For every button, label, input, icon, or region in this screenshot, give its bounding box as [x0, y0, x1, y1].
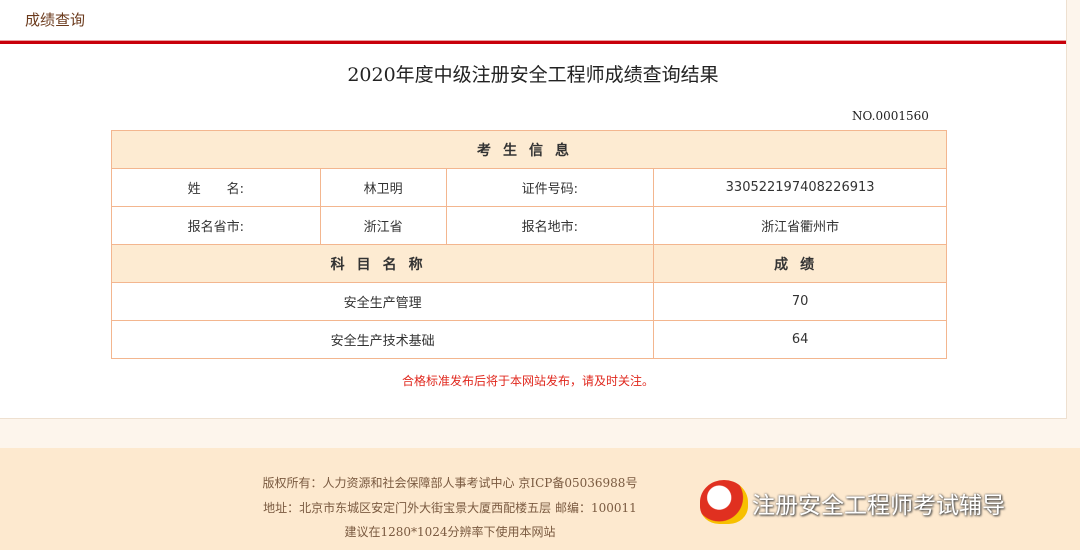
- table-row: 报名省市: 浙江省 报名地市: 浙江省衢州市: [111, 206, 947, 245]
- table-row: 安全生产管理 70: [110, 282, 947, 321]
- notice-text: 合格标准发布后将于本网站发布，请及时关注。: [401, 374, 654, 388]
- footer-copyright: 版权所有：人力资源和社会保障部人事考试中心 京ICP备05036988号: [262, 476, 638, 490]
- name-value: 林卫明: [319, 168, 447, 207]
- city-value: 浙江省衢州市: [653, 206, 947, 245]
- page-header-title: 成绩查询: [25, 11, 86, 29]
- province-label: 报名省市:: [111, 206, 321, 245]
- info-heading: 考生信息: [111, 130, 947, 169]
- score-table: 考生信息 姓 名: 林卫明 证件号码: 330522197408226913 报…: [110, 130, 947, 359]
- footer: 版权所有：人力资源和社会保障部人事考试中心 京ICP备05036988号 地址：…: [0, 448, 1080, 550]
- id-label: 证件号码:: [445, 168, 655, 207]
- table-row: 安全生产技术基础 64: [110, 320, 947, 359]
- header-divider: [0, 40, 1066, 44]
- subject-cell: 安全生产技术基础: [110, 320, 655, 359]
- score-cell: 70: [653, 282, 947, 321]
- id-value: 330522197408226913: [653, 168, 947, 207]
- wechat-logo-icon: [700, 480, 748, 524]
- subject-header: 科目名称: [110, 244, 655, 283]
- score-cell: 64: [653, 320, 947, 359]
- footer-address: 地址：北京市东城区安定门外大街宝景大厦西配楼五层 邮编：100011: [263, 501, 637, 515]
- score-heading-row: 科目名称 成绩: [110, 244, 947, 283]
- footer-resolution: 建议在1280*1024分辨率下使用本网站: [344, 525, 556, 539]
- subject-cell: 安全生产管理: [110, 282, 655, 321]
- table-row: 姓 名: 林卫明 证件号码: 330522197408226913: [111, 168, 947, 207]
- score-header: 成绩: [653, 244, 947, 283]
- name-label: 姓 名:: [111, 168, 321, 207]
- info-heading-row: 考生信息: [111, 130, 947, 169]
- province-value: 浙江省: [319, 206, 447, 245]
- city-label: 报名地市:: [445, 206, 655, 245]
- watermark-text: 注册安全工程师考试辅导: [752, 493, 1005, 519]
- page-title: 2020年度中级注册安全工程师成绩查询结果: [347, 64, 719, 86]
- watermark: 注册安全工程师考试辅导: [700, 470, 1060, 530]
- certificate-number: NO.0001560: [852, 109, 929, 123]
- result-panel: 成绩查询 2020年度中级注册安全工程师成绩查询结果 NO.0001560 考生…: [0, 0, 1067, 419]
